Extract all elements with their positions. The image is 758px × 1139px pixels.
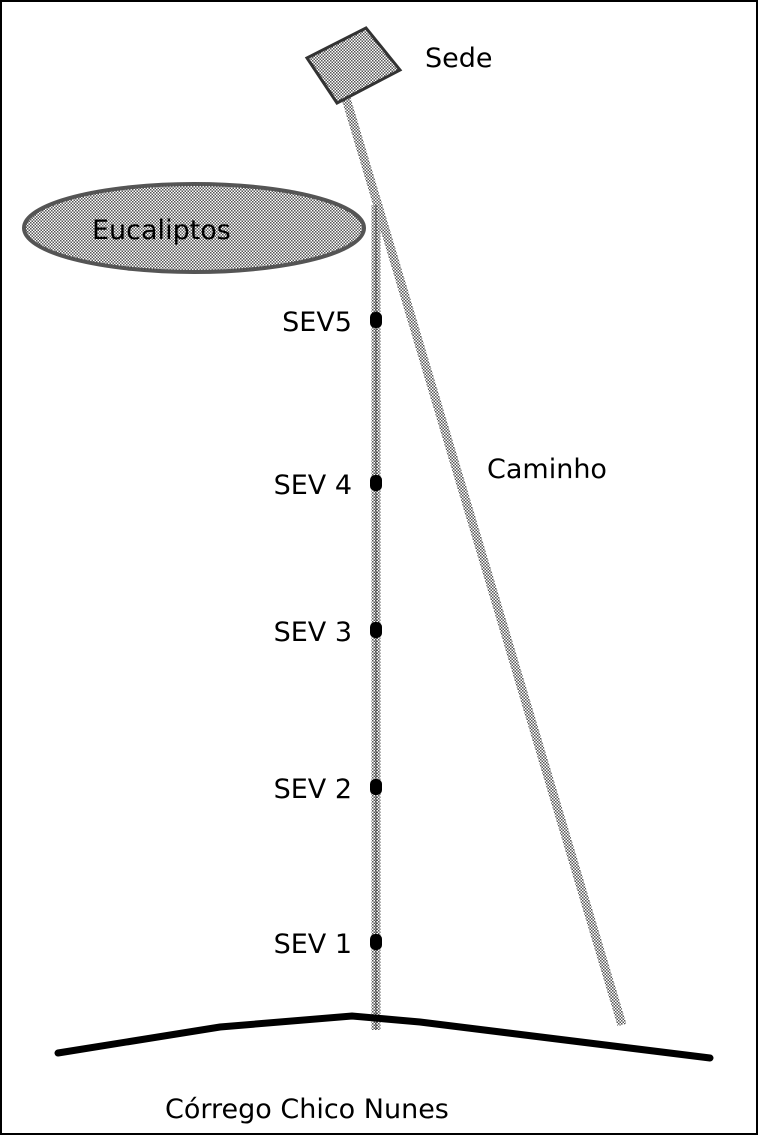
eucaliptos-shape — [22, 182, 366, 274]
sev-point — [370, 934, 382, 950]
sev-label: SEV 3 — [274, 617, 352, 648]
sede-label: Sede — [425, 43, 493, 74]
sev-label: SEV5 — [282, 307, 352, 338]
sev-point — [370, 312, 382, 328]
sev-label: SEV 4 — [274, 470, 352, 501]
sev-label: SEV 2 — [274, 774, 352, 805]
sev-point — [370, 779, 382, 795]
sev-point — [370, 475, 382, 491]
eucaliptos-label: Eucaliptos — [92, 215, 231, 246]
sev-point — [370, 622, 382, 638]
river-label: Córrego Chico Nunes — [165, 1094, 449, 1125]
river — [54, 1012, 714, 1062]
sede-shape — [304, 26, 403, 105]
sev-label: SEV 1 — [274, 929, 352, 960]
caminho-label: Caminho — [487, 454, 607, 485]
path-line — [340, 93, 627, 1027]
